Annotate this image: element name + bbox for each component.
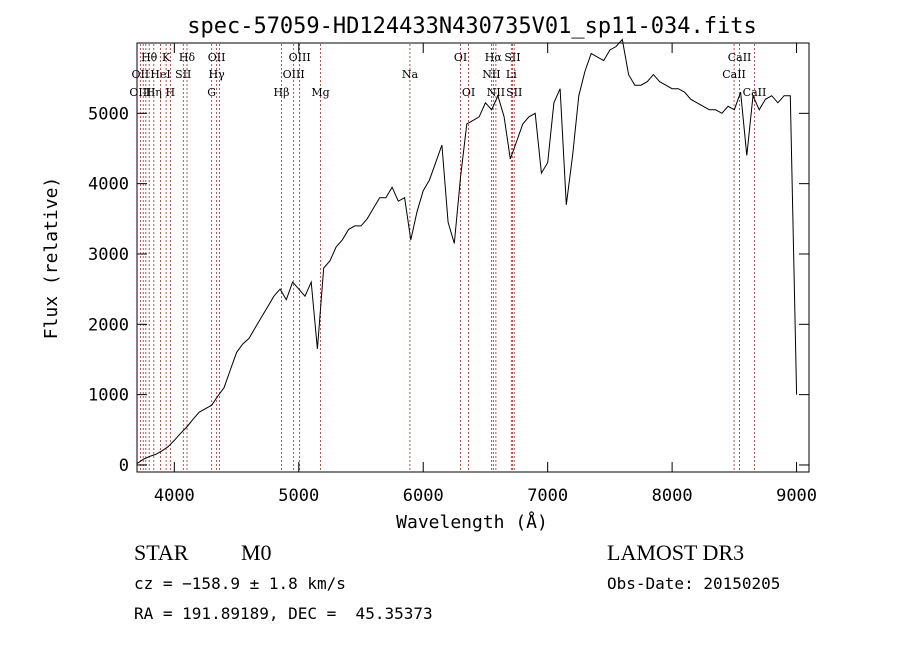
y-axis-ticks: 0 1000 2000 3000 4000 5000 [88,104,809,476]
x-axis-ticks: 4000 5000 6000 7000 8000 9000 [154,43,817,506]
spectral-line-label: Hη [146,86,162,99]
spectral-line-label: OIII [283,68,305,81]
spectral-line-label: CaII [728,51,752,64]
spectral-line-label: Hθ [141,51,158,64]
y-axis-label: Flux (relative) [41,177,62,340]
spectral-line-label: K [162,51,171,64]
y-tick-label: 1000 [88,386,129,406]
spectral-line-label: OII [132,68,150,81]
spectral-line-label: NII [487,86,505,99]
spectral-line-label: CaII [743,86,767,99]
spectral-line-label: G [207,86,216,99]
sky-coordinates: RA = 191.89189, DEC = 45.35373 [134,604,433,623]
spectrum-line [136,38,798,465]
spectral-line-label: NII [482,68,500,81]
observation-date: Obs-Date: 20150205 [607,574,781,593]
spectral-line-label: Hγ [209,68,226,81]
spectral-line-label: Li [506,68,517,81]
spectral-line-label: OII [208,51,226,64]
x-tick-label: 4000 [154,486,195,506]
x-tick-label: 5000 [278,486,319,506]
x-axis-label: Wavelength (Å) [396,511,548,533]
spectral-line-label: SII [506,86,522,99]
spectral-line-label: HeI [150,68,170,81]
x-tick-label: 6000 [403,486,444,506]
spectral-line-label: SII [504,51,520,64]
spectral-line-label: Hδ [179,51,196,64]
spectral-line-label: Hα [485,51,503,64]
spectral-line-markers [139,44,755,471]
y-tick-label: 2000 [88,315,129,335]
spectral-line-label: H [166,86,176,99]
y-tick-label: 0 [119,456,129,476]
spectral-line-label: Na [402,68,419,81]
y-tick-label: 3000 [88,245,129,265]
object-class: STAR [134,540,189,565]
y-tick-label: 4000 [88,175,129,195]
x-tick-label: 7000 [527,486,568,506]
spectral-line-label: CaII [722,68,746,81]
chart-title: spec-57059-HD124433N430735V01_sp11-034.f… [187,14,757,39]
object-subclass: M0 [241,540,272,565]
spectral-line-label: OIII [289,51,311,64]
spectral-line-label: OI [454,51,467,64]
x-tick-label: 9000 [776,486,817,506]
spectral-line-label: OI [462,86,475,99]
spectral-line-label: SII [175,68,191,81]
redshift-velocity: cz = −158.9 ± 1.8 km/s [134,574,346,593]
x-tick-label: 8000 [652,486,693,506]
spectral-line-label: Mg [311,86,329,99]
spectral-line-label: Hβ [274,86,290,99]
spectral-line-label: OIII [129,86,151,99]
plot-frame [136,42,810,473]
y-tick-label: 5000 [88,104,129,124]
survey-name: LAMOST DR3 [607,540,745,565]
